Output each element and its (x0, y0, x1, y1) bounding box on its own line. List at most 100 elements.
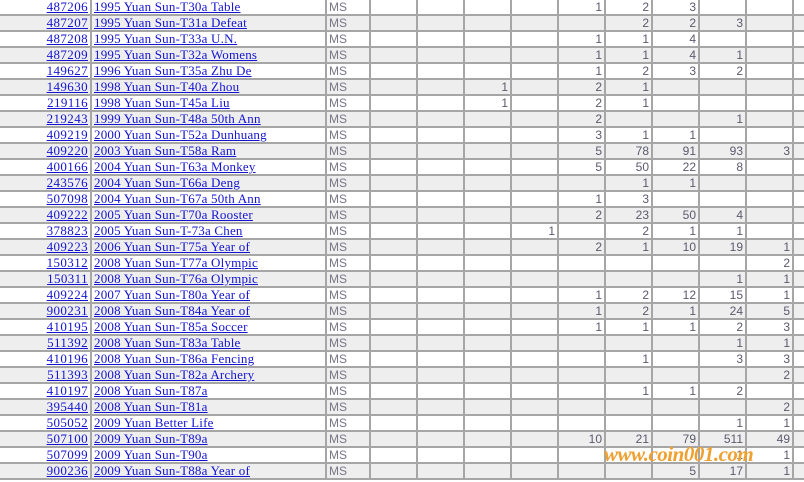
coin-id-link[interactable]: 410195 (46, 320, 88, 334)
description-link[interactable]: 2008 Yuan Sun-T81a (94, 400, 208, 414)
description-link[interactable]: 2008 Yuan Sun-T85a Soccer (94, 320, 248, 334)
coin-id-link[interactable]: 409224 (46, 288, 88, 302)
cell-population-1 (371, 224, 418, 240)
cell-population-6 (606, 336, 653, 352)
description-link[interactable]: 1998 Yuan Sun-T45a Liu (94, 96, 230, 110)
description-link[interactable]: 2008 Yuan Sun-T83a Table (94, 336, 241, 350)
coin-id-link[interactable]: 900236 (46, 464, 88, 478)
description-link[interactable]: 2009 Yuan Sun-T88a Year of (94, 464, 251, 478)
description-link[interactable]: 2009 Yuan Sun-T90a (94, 448, 208, 462)
description-link[interactable]: 1995 Yuan Sun-T31a Defeat (94, 16, 247, 30)
cell-population-4 (512, 400, 559, 416)
cell-grade: MS (327, 80, 371, 96)
description-link[interactable]: 2004 Yuan Sun-T63a Monkey (94, 160, 256, 174)
coin-id-link[interactable]: 507099 (46, 448, 88, 462)
description-link[interactable]: 2005 Yuan Sun-T70a Rooster (94, 208, 253, 222)
cell-population-3 (465, 192, 512, 208)
coin-id-link[interactable]: 507098 (46, 192, 88, 206)
cell-population-2 (418, 304, 465, 320)
cell-population-2 (418, 352, 465, 368)
cell-population-10 (794, 192, 804, 208)
cell-population-6 (606, 416, 653, 432)
cell-population-4 (512, 0, 559, 16)
cell-grade: MS (327, 0, 371, 16)
coin-id-link[interactable]: 149627 (46, 64, 88, 78)
coin-id-link[interactable]: 219243 (46, 112, 88, 126)
cell-population-9: 1 (747, 416, 794, 432)
cell-coin-id: 507098 (0, 192, 92, 208)
coin-id-link[interactable]: 900231 (46, 304, 88, 318)
cell-description: 2008 Yuan Sun-T85a Soccer (92, 320, 327, 336)
cell-population-3 (465, 416, 512, 432)
cell-population-9 (747, 384, 794, 400)
description-link[interactable]: 2008 Yuan Sun-T77a Olympic (94, 256, 258, 270)
coin-id-link[interactable]: 410197 (46, 384, 88, 398)
coin-id-link[interactable]: 505052 (46, 416, 88, 430)
cell-population-1 (371, 288, 418, 304)
description-link[interactable]: 2000 Yuan Sun-T52a Dunhuang (94, 128, 267, 142)
coin-id-link[interactable]: 400166 (46, 160, 88, 174)
description-link[interactable]: 2008 Yuan Sun-T87a (94, 384, 208, 398)
description-link[interactable]: 2004 Yuan Sun-T66a Deng (94, 176, 241, 190)
description-link[interactable]: 1995 Yuan Sun-T30a Table (94, 0, 241, 14)
coin-id-link[interactable]: 378823 (46, 224, 88, 238)
description-link[interactable]: 2008 Yuan Sun-T86a Fencing (94, 352, 255, 366)
cell-population-1 (371, 432, 418, 448)
description-link[interactable]: 2008 Yuan Sun-T76a Olympic (94, 272, 258, 286)
cell-population-1 (371, 192, 418, 208)
cell-coin-id: 400166 (0, 160, 92, 176)
coin-id-link[interactable]: 409219 (46, 128, 88, 142)
description-link[interactable]: 1998 Yuan Sun-T40a Zhou (94, 80, 240, 94)
cell-population-8 (700, 256, 747, 272)
coin-id-link[interactable]: 487209 (46, 48, 88, 62)
description-link[interactable]: 1996 Yuan Sun-T35a Zhu De (94, 64, 252, 78)
coin-id-link[interactable]: 507100 (46, 432, 88, 446)
description-link[interactable]: 1995 Yuan Sun-T33a U.N. (94, 32, 238, 46)
cell-population-1 (371, 160, 418, 176)
cell-population-10 (794, 208, 804, 224)
cell-population-3 (465, 48, 512, 64)
cell-description: 1996 Yuan Sun-T35a Zhu De (92, 64, 327, 80)
coin-id-link[interactable]: 410196 (46, 352, 88, 366)
coin-id-link[interactable]: 409220 (46, 144, 88, 158)
description-link[interactable]: 2003 Yuan Sun-T58a Ram (94, 144, 237, 158)
cell-coin-id: 243576 (0, 176, 92, 192)
description-link[interactable]: 2004 Yuan Sun-T67a 50th Ann (94, 192, 261, 206)
description-link[interactable]: 2008 Yuan Sun-T82a Archery (94, 368, 255, 382)
coin-id-link[interactable]: 487206 (46, 0, 88, 14)
coin-id-link[interactable]: 150312 (46, 256, 88, 270)
cell-population-8: 3 (700, 352, 747, 368)
description-link[interactable]: 2007 Yuan Sun-T80a Year of (94, 288, 251, 302)
cell-population-4 (512, 448, 559, 464)
description-link[interactable]: 1999 Yuan Sun-T48a 50th Ann (94, 112, 261, 126)
cell-population-5: 1 (559, 64, 606, 80)
coin-id-link[interactable]: 150311 (47, 272, 88, 286)
coin-id-link[interactable]: 487207 (46, 16, 88, 30)
coin-id-link[interactable]: 409222 (46, 208, 88, 222)
coin-id-link[interactable]: 511392 (47, 336, 88, 350)
description-link[interactable]: 1995 Yuan Sun-T32a Womens (94, 48, 258, 62)
cell-population-1 (371, 0, 418, 16)
description-link[interactable]: 2006 Yuan Sun-T75a Year of (94, 240, 251, 254)
description-link[interactable]: 2008 Yuan Sun-T84a Year of (94, 304, 251, 318)
cell-coin-id: 900236 (0, 464, 92, 480)
description-link[interactable]: 2009 Yuan Sun-T89a (94, 432, 208, 446)
coin-id-link[interactable]: 149630 (46, 80, 88, 94)
cell-coin-id: 409219 (0, 128, 92, 144)
coin-id-link[interactable]: 487208 (46, 32, 88, 46)
cell-population-1 (371, 304, 418, 320)
coin-id-link[interactable]: 243576 (46, 176, 88, 190)
coin-id-link[interactable]: 409223 (46, 240, 88, 254)
cell-grade: MS (327, 384, 371, 400)
coin-id-link[interactable]: 219116 (47, 96, 88, 110)
description-link[interactable]: 2005 Yuan Sun-T-73a Chen (94, 224, 243, 238)
cell-coin-id: 409222 (0, 208, 92, 224)
cell-population-5: 2 (559, 112, 606, 128)
coin-id-link[interactable]: 395440 (46, 400, 88, 414)
cell-population-1 (371, 64, 418, 80)
description-link[interactable]: 2009 Yuan Better Life (94, 416, 214, 430)
coin-id-link[interactable]: 511393 (47, 368, 88, 382)
